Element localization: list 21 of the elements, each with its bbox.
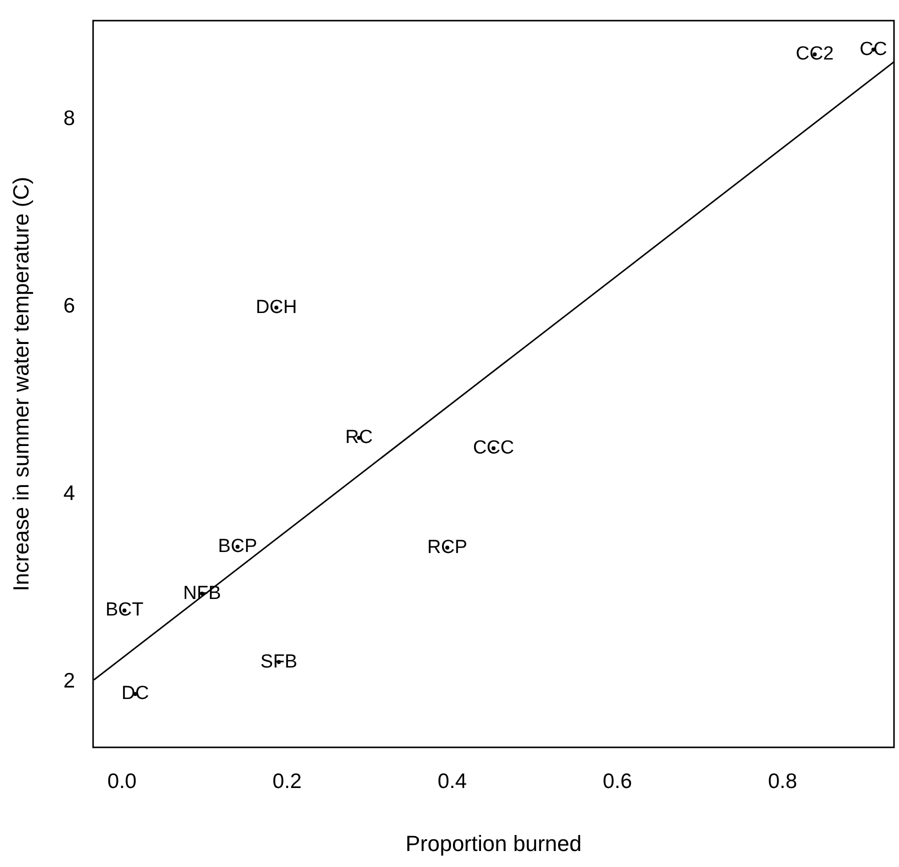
- data-label: CC2: [796, 44, 834, 65]
- x-tick-label: 0.2: [272, 770, 302, 793]
- x-tick-label: 0.8: [768, 770, 798, 793]
- data-label: RCP: [427, 536, 468, 558]
- y-axis-title: Increase in summer water temperature (C): [8, 176, 34, 592]
- x-tick-label: 0.0: [107, 770, 137, 793]
- x-axis-title: Proportion burned: [405, 830, 582, 856]
- data-label: CCC: [472, 437, 514, 458]
- data-label: DC: [121, 683, 149, 704]
- x-tick-label: 0.4: [438, 770, 468, 793]
- data-label: SFB: [260, 651, 298, 672]
- y-tick-label: 8: [63, 106, 76, 130]
- data-label: CC: [860, 38, 888, 60]
- data-label: DCH: [256, 296, 297, 318]
- data-label: BCT: [105, 600, 144, 621]
- data-label: BCP: [218, 536, 258, 557]
- x-tick-label: 0.6: [602, 770, 632, 793]
- y-tick-label: 2: [63, 670, 76, 693]
- y-tick-label: 4: [63, 482, 76, 505]
- y-tick-label: 6: [63, 294, 76, 318]
- data-label: RC: [345, 427, 373, 448]
